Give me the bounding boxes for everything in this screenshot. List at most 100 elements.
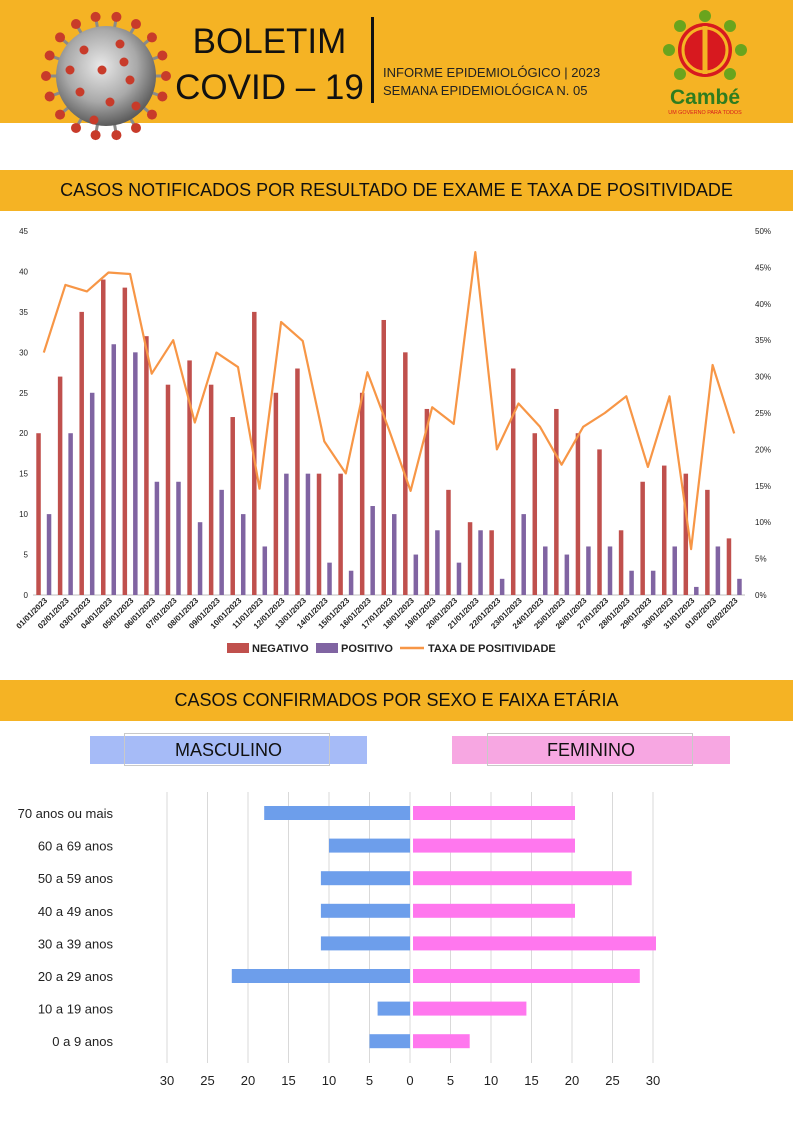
y-tick-label: 5 [24,551,29,560]
virus-protein [105,97,115,107]
age-group-label: 50 a 59 anos [38,871,114,886]
logo-tagline: UM GOVERNO PARA TODOS [668,110,742,116]
bar-positivo [413,554,419,595]
virus-protein [125,75,135,85]
bar-negativo [705,489,710,595]
bar-positivo [737,578,742,595]
bar-negativo [640,481,645,595]
bar-negativo [295,368,300,595]
virus-protein [79,45,89,55]
legend-swatch-positivo [316,643,338,653]
age-group-label: 30 a 39 anos [38,936,114,951]
bar-masculino [320,871,410,886]
bar-masculino [320,903,410,918]
virus-spike-tip [55,32,66,43]
x-tick-label: 25 [605,1073,619,1088]
age-group-label: 20 a 29 anos [38,969,114,984]
y2-tick-label: 10% [755,518,771,527]
bar-positivo [111,344,117,595]
virus-spike-tip [90,130,101,141]
legend-swatch-negativo [227,643,249,653]
y2-tick-label: 35% [755,336,771,345]
bar-positivo [348,570,354,595]
virus-spike-tip [111,11,122,22]
virus-protein [115,39,125,49]
header-divider [371,17,374,103]
bulletin-title-line1: BOLETIM [192,22,347,61]
bar-negativo [57,376,63,595]
female-label-box: FEMININO [452,736,730,764]
bar-positivo [564,554,570,595]
bar-negativo [575,433,581,595]
virus-spike-tip [131,122,141,133]
bar-positivo [715,546,721,595]
x-tick-label: 20 [241,1073,255,1088]
female-label-frame [487,733,693,766]
bulletin-title-line2: COVID – 19 [175,68,364,107]
bar-positivo [305,473,311,595]
bar-positivo [176,481,181,595]
y2-tick-label: 25% [755,409,771,418]
y2-tick-label: 30% [755,373,771,382]
bar-negativo [618,530,624,595]
bar-positivo [629,570,634,595]
bar-negativo [597,449,602,595]
y2-tick-label: 40% [755,300,771,309]
virus-spike-tip [157,50,168,61]
notified-cases-chart: 0 5 10 15 20 25 30 35 40 45 0% 5% 10% 15% 20% 25% 30% 35%… [15,227,771,655]
male-label-box: MASCULINO [90,736,367,764]
x-tick-label: 5 [366,1073,373,1088]
virus-spike-tip [44,50,55,61]
virus-spike-tip [55,109,66,120]
bar-feminino [413,903,575,918]
x-tick-label: 10 [484,1073,498,1088]
section1-title: CASOS NOTIFICADOS POR RESULTADO DE EXAME… [0,170,793,211]
bar-negativo [101,279,106,595]
cambe-logo: Cambé UM GOVERNO PARA TODOS [663,10,747,116]
legend-label-negativo: NEGATIVO [252,643,309,655]
coronavirus-image [41,11,171,141]
y-tick-label: 10 [19,510,28,519]
virus-protein [89,115,99,125]
bar-positivo [499,578,505,595]
y2-tick-label: 45% [755,263,771,272]
age-group-label: 40 a 49 anos [38,904,114,919]
x-tick-label: 15 [281,1073,295,1088]
bar-negativo [122,287,128,595]
bar-negativo [36,433,41,595]
bar-negativo [144,336,149,595]
bar-feminino [413,1001,527,1016]
report-info-line2: SEMANA EPIDEMIOLÓGICA N. 05 [383,83,588,98]
virus-spike-tip [41,71,51,81]
logo-wordmark: Cambé [670,86,740,109]
age-group-label: 10 a 19 anos [38,1002,114,1017]
y-tick-label: 45 [19,227,28,236]
bar-positivo [262,546,268,595]
x-tick-label: 15 [524,1073,538,1088]
bar-negativo [446,489,451,595]
bar-positivo [89,392,95,595]
x-tick-label: 30 [160,1073,174,1088]
report-info-line1: INFORME EPIDEMIOLÓGICO | 2023 [383,65,601,80]
bar-negativo [532,433,538,595]
bar-negativo [467,522,473,595]
bar-negativo [489,530,494,595]
bar-negativo [338,473,343,595]
bar-positivo [68,433,73,595]
bar-positivo [650,570,656,595]
virus-spike-tip [71,19,81,30]
y2-tick-label: 50% [755,227,771,236]
section2-title: CASOS CONFIRMADOS POR SEXO E FAIXA ETÁRI… [0,680,793,721]
virus-protein [97,65,107,75]
bar-negativo [683,473,689,595]
virus-protein [131,101,141,111]
virus-spike-tip [71,122,81,133]
bar-positivo [197,522,203,595]
bar-negativo [208,384,214,595]
y-tick-label: 35 [19,308,28,317]
bar-feminino [413,1034,470,1049]
bar-positivo [219,489,224,595]
bar-negativo [510,368,516,595]
virus-spike-tip [90,11,101,22]
bar-positivo [46,514,52,595]
